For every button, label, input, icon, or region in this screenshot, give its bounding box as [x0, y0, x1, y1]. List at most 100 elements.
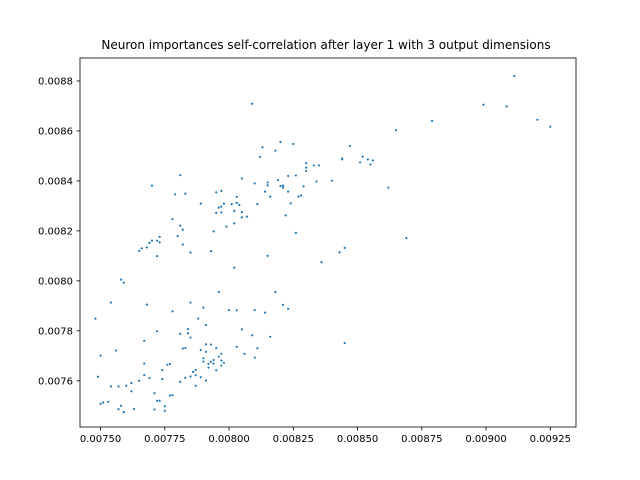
data-point: [343, 341, 346, 345]
data-point: [194, 374, 197, 377]
data-point: [220, 189, 223, 193]
data-point: [222, 202, 226, 205]
data-point: [279, 140, 282, 144]
data-point: [266, 254, 269, 257]
data-point: [145, 303, 148, 306]
data-point: [194, 384, 197, 387]
x-tick-label: 0.00775: [144, 434, 185, 445]
data-point: [140, 247, 143, 250]
data-point: [227, 308, 231, 312]
data-point: [215, 346, 218, 350]
data-point: [120, 278, 123, 281]
data-point: [395, 129, 398, 132]
data-point: [158, 235, 161, 238]
data-point: [130, 390, 133, 393]
data-point: [549, 125, 552, 128]
data-point: [240, 177, 244, 180]
data-point: [204, 323, 208, 327]
data-point: [289, 202, 292, 205]
data-point: [114, 349, 118, 352]
data-point: [312, 164, 315, 167]
data-point: [215, 211, 218, 214]
data-point: [209, 360, 213, 363]
data-point: [220, 211, 223, 214]
data-point: [305, 166, 308, 169]
data-point: [235, 309, 238, 312]
data-point: [204, 379, 208, 382]
data-point: [302, 185, 305, 188]
data-point: [263, 311, 267, 314]
data-point: [130, 381, 133, 385]
data-point: [299, 194, 303, 197]
data-point: [143, 339, 146, 342]
data-point: [197, 317, 200, 320]
data-point: [150, 184, 154, 187]
data-point: [238, 203, 241, 206]
data-point: [156, 330, 159, 333]
data-point: [99, 354, 102, 357]
data-point: [166, 363, 169, 366]
data-point: [274, 149, 277, 152]
data-point: [338, 251, 341, 254]
data-point: [315, 180, 318, 183]
data-point: [253, 182, 256, 185]
data-point: [122, 410, 125, 414]
data-point: [251, 102, 254, 105]
data-point: [217, 206, 220, 209]
data-point: [294, 231, 297, 234]
data-point: [191, 370, 195, 373]
data-point: [245, 215, 249, 218]
data-point: [233, 266, 236, 269]
data-point: [202, 357, 205, 360]
data-point: [186, 332, 190, 335]
data-point: [294, 174, 297, 177]
data-point: [148, 241, 151, 244]
data-point: [261, 146, 264, 149]
data-point: [96, 375, 100, 378]
data-point: [179, 380, 182, 383]
y-tick-label: 0.0082: [38, 226, 73, 237]
data-point: [173, 193, 177, 196]
data-point: [220, 364, 223, 367]
data-point: [513, 74, 516, 78]
data-point: [158, 399, 161, 402]
data-point: [189, 251, 192, 254]
data-point: [292, 142, 295, 146]
plot-area: 0.00750 0.00775 0.00800 0.00825 0.00850 0.008…: [38, 57, 577, 445]
data-point: [256, 203, 259, 206]
data-point: [366, 158, 369, 161]
data-point: [153, 392, 156, 395]
data-point: [369, 163, 372, 166]
data-point: [163, 409, 166, 412]
data-point: [189, 375, 192, 378]
data-point: [189, 301, 192, 304]
data-point: [430, 119, 434, 123]
data-point: [184, 346, 187, 350]
data-point: [202, 360, 205, 363]
data-point: [281, 303, 285, 306]
data-point: [256, 347, 259, 350]
data-point: [220, 359, 223, 362]
data-point: [320, 261, 323, 264]
data-point: [341, 158, 344, 161]
data-point: [186, 327, 190, 331]
data-point: [179, 174, 182, 177]
data-point: [343, 246, 346, 249]
data-point: [117, 385, 120, 388]
x-tick-label: 0.00800: [208, 434, 249, 445]
data-point: [220, 352, 223, 355]
y-tick-label: 0.0086: [38, 126, 73, 137]
data-point: [207, 366, 210, 369]
data-point: [207, 362, 210, 365]
data-point: [317, 164, 321, 167]
data-point: [171, 310, 174, 313]
data-point: [138, 249, 141, 252]
data-point: [156, 255, 159, 258]
data-point: [212, 230, 215, 233]
data-point: [281, 184, 285, 187]
data-point: [266, 181, 269, 184]
data-point: [156, 239, 159, 242]
data-point: [279, 184, 282, 188]
data-point: [230, 203, 233, 206]
data-point: [184, 192, 187, 195]
